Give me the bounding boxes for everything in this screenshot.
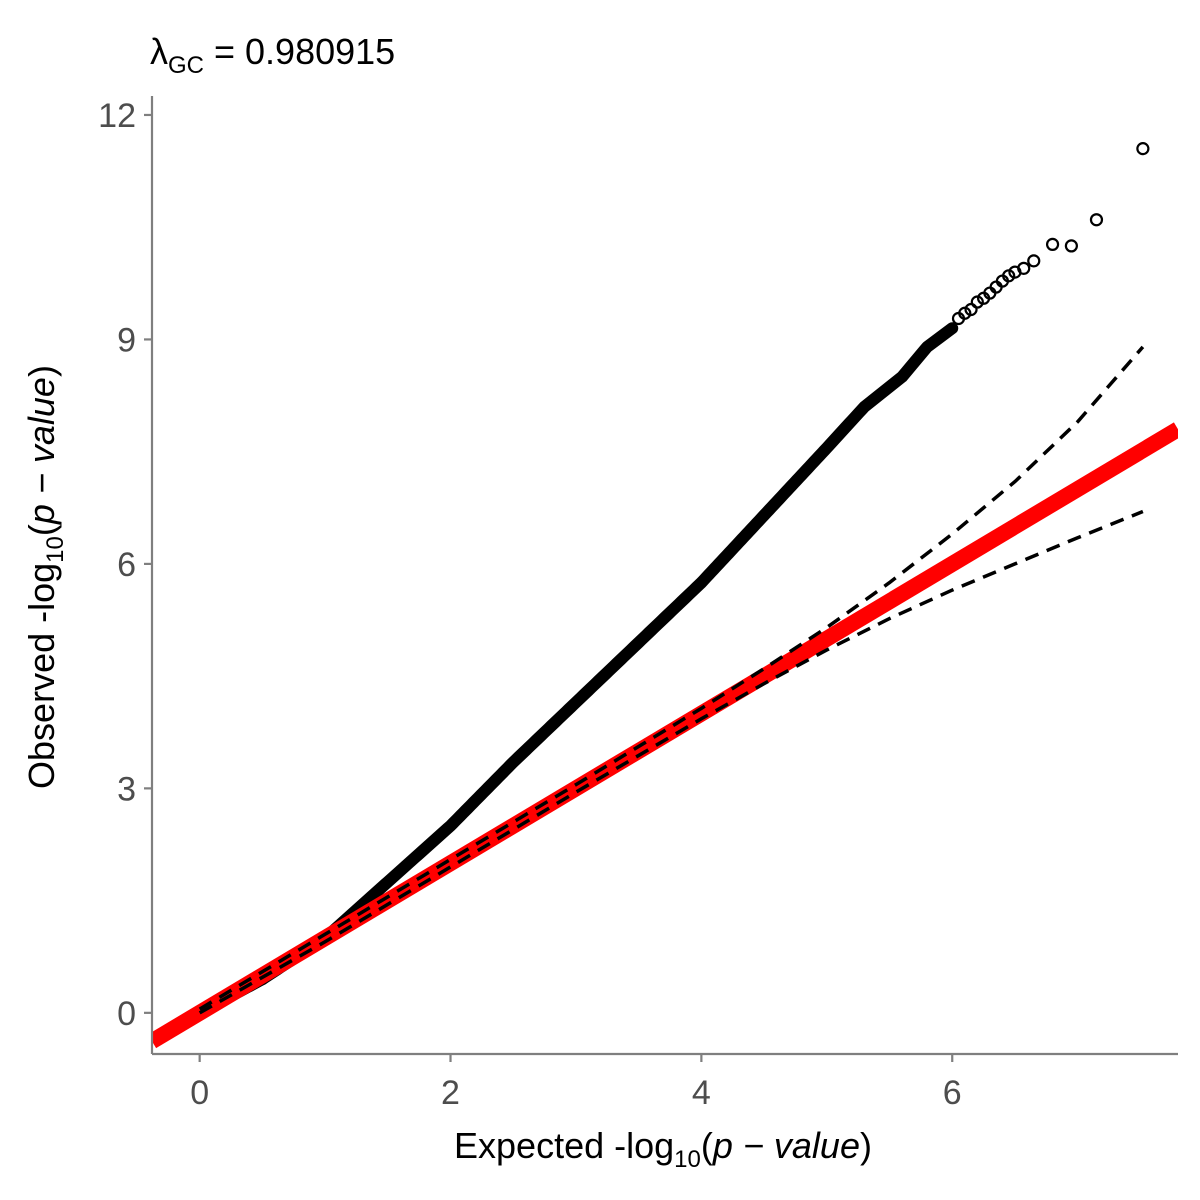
reference-line [152,422,1178,1049]
plot-title: λGC = 0.980915 [150,31,395,79]
x-tick-label: 2 [441,1074,460,1112]
y-tick-label: 6 [117,546,136,584]
lambda-subscript: GC [168,52,204,79]
observed-points-curve [193,322,959,1019]
x-tick-label: 4 [692,1074,711,1112]
y-tick-label: 3 [117,770,136,808]
data-point [1017,261,1031,275]
confidence-band-upper [198,345,1145,1011]
confidence-band-lower [198,509,1144,1015]
y-tick-label: 9 [117,321,136,359]
y-tick-label: 12 [98,97,136,135]
title-equals: = [204,31,245,72]
axes: 0 2 4 6 0 3 6 9 12 [98,96,1178,1112]
outlier-points-layer [951,142,1150,326]
y-tick-label: 0 [117,995,136,1033]
data-point [1064,239,1078,253]
x-tick-label: 6 [943,1074,962,1112]
x-tick-label: 0 [190,1074,209,1112]
data-point [1136,142,1150,156]
data-point [1027,254,1041,268]
y-axis-title: Observed -log10(p − value) [21,365,69,789]
observed-points-layer [193,322,959,1019]
confidence-band-layer [198,345,1145,1015]
reference-line-layer [152,422,1178,1049]
data-point [1045,237,1060,252]
lambda-value: 0.980915 [245,31,395,72]
data-point [1089,213,1104,227]
x-axis-title: Expected -log10(p − value) [454,1125,872,1173]
lambda-symbol: λ [150,31,168,72]
